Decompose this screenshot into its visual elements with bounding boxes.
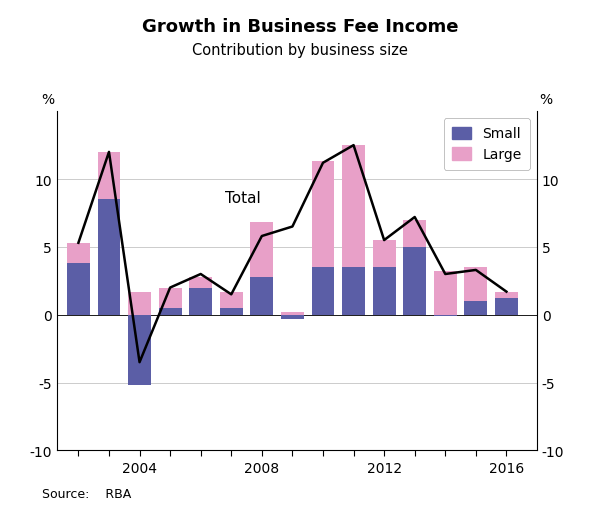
Text: Growth in Business Fee Income: Growth in Business Fee Income <box>142 18 458 36</box>
Bar <box>464 301 487 315</box>
Bar <box>342 146 365 268</box>
Bar <box>250 223 274 277</box>
Bar <box>67 243 90 264</box>
Bar <box>311 268 334 315</box>
Bar <box>373 268 395 315</box>
Text: %: % <box>539 93 553 107</box>
Bar <box>128 292 151 315</box>
Text: %: % <box>41 93 55 107</box>
Bar <box>158 308 182 315</box>
Legend: Small, Large: Small, Large <box>443 119 530 171</box>
Bar <box>495 292 518 299</box>
Text: Source:    RBA: Source: RBA <box>42 487 131 500</box>
Bar <box>128 315 151 385</box>
Bar <box>434 272 457 315</box>
Bar <box>189 277 212 288</box>
Bar <box>373 241 395 268</box>
Bar <box>342 268 365 315</box>
Bar <box>98 200 121 315</box>
Text: Contribution by business size: Contribution by business size <box>192 43 408 58</box>
Bar <box>98 153 121 200</box>
Bar <box>434 315 457 317</box>
Bar <box>220 292 243 308</box>
Bar <box>495 299 518 315</box>
Bar <box>311 162 334 268</box>
Bar <box>220 308 243 315</box>
Bar <box>189 288 212 315</box>
Bar <box>403 247 426 315</box>
Bar <box>250 277 274 315</box>
Bar <box>281 315 304 319</box>
Bar <box>464 268 487 301</box>
Text: Total: Total <box>225 191 261 206</box>
Bar <box>67 264 90 315</box>
Bar <box>281 313 304 315</box>
Bar <box>158 288 182 308</box>
Bar <box>403 220 426 247</box>
